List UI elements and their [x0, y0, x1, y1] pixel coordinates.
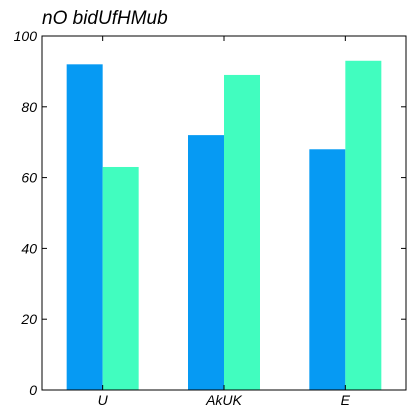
chart-title: nO bidUfHMub — [42, 8, 168, 29]
y-tick-label-40: 40 — [21, 240, 37, 256]
x-tick-label-AkUK: AkUK — [205, 392, 242, 408]
x-tick-label-E: E — [341, 392, 351, 408]
bar-AkUK-series-1 — [188, 135, 224, 390]
x-tick-label-U: U — [98, 392, 109, 408]
y-tick-label-80: 80 — [21, 99, 37, 115]
y-tick-label-100: 100 — [14, 28, 38, 44]
y-tick-label-0: 0 — [29, 382, 37, 398]
y-tick-label-60: 60 — [21, 170, 37, 186]
bar-U-series-1 — [66, 64, 103, 390]
bar-E-series-2 — [345, 60, 382, 390]
bar-AkUK-series-2 — [224, 74, 260, 390]
y-tick-label-20: 20 — [20, 311, 37, 327]
bar-E-series-1 — [309, 149, 346, 390]
bar-U-series-2 — [102, 166, 139, 390]
